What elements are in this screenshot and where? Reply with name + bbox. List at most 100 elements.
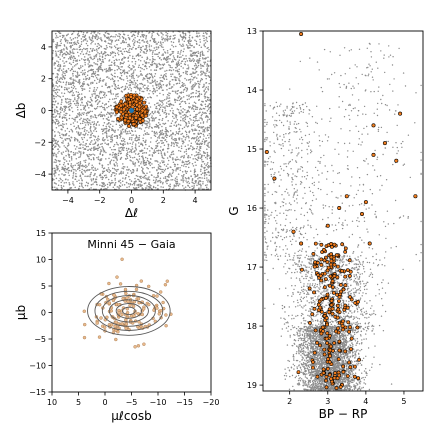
sky-field-star: [151, 163, 153, 165]
sky-field-star: [58, 89, 61, 91]
sky-field-star: [129, 159, 131, 161]
sky-field-star: [60, 106, 62, 109]
sky-field-star: [175, 170, 177, 172]
sky-field-star: [156, 111, 159, 113]
sky-field-star: [202, 125, 205, 128]
sky-field-star: [189, 50, 192, 52]
sky-field-star: [124, 47, 127, 50]
sky-field-star: [167, 167, 169, 169]
sky-field-star: [203, 90, 205, 92]
sky-field-star: [194, 137, 196, 139]
sky-field-star: [114, 54, 117, 57]
sky-field-star: [106, 69, 109, 72]
sky-field-star: [55, 43, 57, 46]
sky-field-star: [113, 145, 115, 148]
sky-field-star: [81, 102, 83, 104]
sky-field-star: [122, 171, 124, 173]
sky-field-star: [94, 97, 97, 99]
sky-field-star: [70, 42, 72, 44]
sky-field-star: [184, 63, 187, 66]
sky-field-star: [189, 73, 192, 76]
sky-field-star: [98, 162, 101, 164]
sky-field-star: [59, 64, 62, 66]
sky-field-star: [58, 80, 61, 82]
sky-field-star: [157, 41, 160, 44]
sky-field-star: [139, 59, 142, 62]
sky-field-star: [80, 40, 83, 43]
sky-field-star: [199, 177, 201, 179]
sky-field-star: [70, 63, 72, 66]
sky-field-star: [196, 113, 198, 116]
sky-field-star: [160, 132, 162, 135]
sky-field-star: [169, 110, 172, 112]
sky-field-star: [76, 168, 79, 170]
sky-field-star: [132, 163, 135, 165]
sky-field-star: [110, 112, 113, 114]
sky-field-star: [173, 187, 175, 189]
sky-field-star: [170, 86, 173, 88]
sky-field-star: [67, 149, 70, 151]
sky-field-star: [76, 106, 79, 108]
sky-field-star: [84, 61, 86, 64]
sky-field-star: [198, 85, 200, 87]
sky-field-star: [93, 126, 95, 128]
sky-field-star: [52, 89, 55, 92]
sky-field-star: [56, 109, 58, 112]
sky-field-star: [127, 57, 129, 60]
sky-field-star: [60, 103, 62, 106]
sky-field-star: [157, 176, 160, 178]
sky-field-star: [185, 172, 188, 175]
sky-field-star: [80, 66, 82, 69]
cmd-field-star: [291, 243, 293, 246]
sky-field-star: [105, 113, 108, 115]
sky-field-star: [205, 72, 207, 74]
sky-field-star: [162, 83, 165, 86]
sky-field-star: [82, 120, 85, 122]
sky-field-star: [181, 81, 184, 84]
sky-field-star: [134, 138, 136, 140]
sky-field-star: [108, 98, 111, 101]
sky-field-star: [93, 139, 96, 141]
sky-field-star: [89, 175, 91, 178]
sky-field-star: [166, 182, 168, 185]
sky-field-star: [167, 174, 170, 176]
sky-field-star: [101, 102, 104, 104]
sky-field-star: [176, 178, 178, 181]
sky-field-star: [201, 117, 203, 120]
sky-field-star: [193, 46, 195, 49]
sky-field-star: [61, 99, 63, 101]
sky-field-star: [198, 99, 200, 102]
sky-field-star: [181, 111, 183, 113]
sky-field-star: [109, 126, 111, 129]
sky-field-star: [206, 96, 209, 99]
sky-field-star: [108, 135, 110, 137]
sky-field-star: [201, 64, 204, 67]
sky-field-star: [57, 56, 60, 58]
sky-field-star: [107, 143, 110, 146]
sky-field-star: [205, 86, 208, 88]
sky-field-star: [194, 174, 196, 176]
sky-field-star: [73, 125, 75, 128]
sky-field-star: [204, 116, 207, 118]
sky-field-star: [186, 111, 189, 113]
sky-field-star: [201, 113, 203, 115]
sky-field-star: [178, 146, 180, 148]
sky-field-star: [104, 92, 106, 94]
sky-field-star: [86, 44, 89, 47]
sky-field-star: [72, 164, 74, 167]
sky-field-star: [53, 178, 55, 181]
sky-field-star: [113, 59, 116, 62]
sky-field-star: [195, 181, 197, 184]
sky-field-star: [75, 104, 77, 106]
sky-field-star: [63, 123, 65, 126]
sky-field-star: [202, 130, 204, 133]
sky-field-star: [143, 182, 146, 185]
sky-field-star: [96, 50, 98, 52]
sky-field-star: [133, 150, 136, 153]
sky-field-star: [166, 179, 169, 181]
sky-field-star: [106, 168, 108, 171]
sky-field-star: [86, 40, 89, 42]
sky-field-star: [121, 149, 123, 151]
sky-field-star: [147, 177, 149, 179]
sky-field-star: [158, 62, 160, 65]
